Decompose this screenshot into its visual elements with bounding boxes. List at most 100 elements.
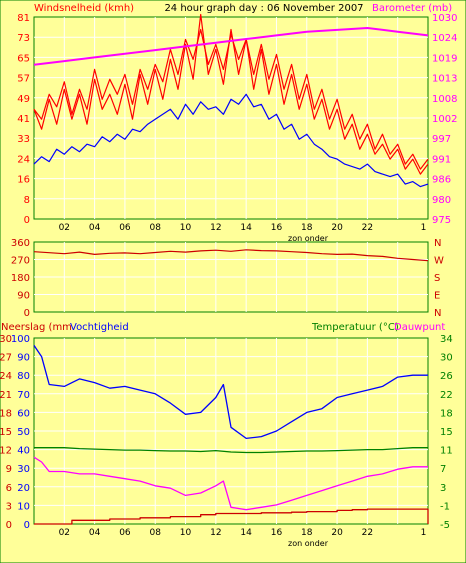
- wind-direction-degree-ticks: 0 90 180 270 360: [11, 238, 30, 319]
- x-tick-label: 08: [150, 528, 162, 538]
- tick-label: 90: [17, 353, 30, 364]
- tick-label: 16: [17, 175, 30, 186]
- tick-label: 1002: [432, 114, 457, 125]
- tick-label: 24: [0, 371, 12, 382]
- x-tick-label: 06: [119, 223, 131, 233]
- tick-label: 11: [440, 446, 453, 457]
- rain-ticks: 0 3 6 9 12 15 18 21 24 27 30: [0, 334, 12, 531]
- tick-label: 22: [440, 390, 453, 401]
- x-tick-label: 10: [180, 223, 192, 233]
- x-tick-label: 08: [150, 223, 162, 233]
- rain-axis-label: Neerslag (mm: [1, 322, 72, 333]
- temperature-axis-label: Temperatuur (°C): [311, 322, 399, 333]
- tick-label: 24: [17, 154, 30, 165]
- avg_wind-line: [33, 93, 429, 188]
- tick-label: -1: [440, 501, 450, 512]
- panel1-grid: [34, 17, 428, 219]
- tick-label: 10: [17, 501, 30, 512]
- x-tick-label: 20: [331, 223, 343, 233]
- x-tick-label: 1: [421, 223, 427, 233]
- humidity-axis-label: Vochtigheid: [70, 322, 129, 333]
- panel3-x-ticks: 02 04 06 08 10 12 14 16 18 20 22 1: [59, 528, 427, 538]
- tick-label: 1013: [432, 74, 457, 85]
- tick-label: 975: [432, 215, 451, 226]
- dewpoint-line: [33, 456, 428, 511]
- tick-label: 980: [432, 195, 451, 206]
- x-tick-label: 02: [59, 528, 70, 538]
- tick-label: 15: [0, 427, 12, 438]
- tick-label: 360: [11, 238, 30, 249]
- tick-label: N: [434, 308, 441, 319]
- x-tick-label: 14: [240, 223, 252, 233]
- tick-label: 30: [17, 464, 30, 475]
- x-tick-label: 04: [89, 223, 101, 233]
- tick-label: 70: [17, 390, 30, 401]
- tick-label: 21: [0, 390, 12, 401]
- tick-label: S: [434, 273, 440, 284]
- x-tick-label: 20: [331, 528, 343, 538]
- tick-label: 0: [24, 520, 30, 531]
- x-tick-label: 22: [362, 528, 373, 538]
- x-tick-label: 02: [59, 223, 70, 233]
- x-tick-label: 18: [301, 528, 313, 538]
- x-tick-label: 12: [210, 528, 221, 538]
- panel1-series: [33, 13, 429, 188]
- tick-label: 33: [17, 134, 30, 145]
- tick-label: E: [434, 291, 440, 302]
- tick-label: 12: [0, 446, 12, 457]
- tick-label: 997: [432, 134, 451, 145]
- tick-label: 3: [440, 483, 446, 494]
- tick-label: 50: [17, 427, 30, 438]
- panel2-grid: [34, 242, 428, 312]
- wind-speed-ticks: 0 8 16 24 33 41 49 57 65 73 81: [17, 13, 30, 226]
- x-tick-label: 1: [421, 528, 427, 538]
- panel3-x-sublabel: zon onder: [288, 539, 329, 548]
- panel3-grid: [34, 338, 428, 524]
- tick-label: 90: [17, 291, 30, 302]
- temperature-line: [34, 447, 428, 454]
- tick-label: 8: [24, 195, 30, 206]
- tick-label: 80: [17, 371, 30, 382]
- tick-label: 26: [440, 371, 453, 382]
- barometer-axis-label: Barometer (mb): [372, 3, 452, 14]
- barometer-line: [33, 27, 429, 66]
- tick-label: 49: [17, 94, 30, 105]
- tick-label: 34: [440, 334, 453, 345]
- temperature-ticks: -5 -1 3 7 11 15 18 22 26 30 34: [440, 334, 453, 531]
- chart-title: 24 hour graph day : 06 November 2007: [164, 3, 363, 14]
- tick-label: -5: [440, 520, 450, 531]
- tick-label: 57: [17, 74, 30, 85]
- tick-label: 7: [440, 464, 446, 475]
- tick-label: 20: [17, 483, 30, 494]
- tick-label: 1019: [432, 53, 457, 64]
- tick-label: W: [434, 256, 444, 267]
- tick-label: 180: [11, 273, 30, 284]
- wind_dir-line: [33, 249, 429, 262]
- tick-label: 270: [11, 256, 30, 267]
- wind-line: [33, 13, 429, 175]
- tick-label: 100: [11, 334, 30, 345]
- tick-label: 9: [6, 464, 12, 475]
- tick-label: 18: [0, 408, 12, 419]
- x-tick-label: 14: [240, 528, 252, 538]
- tick-label: 60: [17, 408, 30, 419]
- panel1-x-ticks: 02 04 06 08 10 12 14 16 18 20 22 1: [59, 223, 427, 233]
- tick-label: 1024: [432, 33, 457, 44]
- x-tick-label: 16: [271, 528, 283, 538]
- tick-label: 30: [440, 353, 453, 364]
- tick-label: 81: [17, 13, 30, 24]
- tick-label: 0: [24, 215, 30, 226]
- tick-label: 40: [17, 446, 30, 457]
- tick-label: 3: [6, 501, 12, 512]
- tick-label: 30: [0, 334, 12, 345]
- tick-label: 27: [0, 353, 12, 364]
- tick-label: 18: [440, 408, 453, 419]
- tick-label: 73: [17, 33, 30, 44]
- x-tick-label: 18: [301, 223, 313, 233]
- panel2-series: [33, 249, 429, 262]
- tick-label: 0: [24, 308, 30, 319]
- tick-label: 0: [6, 520, 12, 531]
